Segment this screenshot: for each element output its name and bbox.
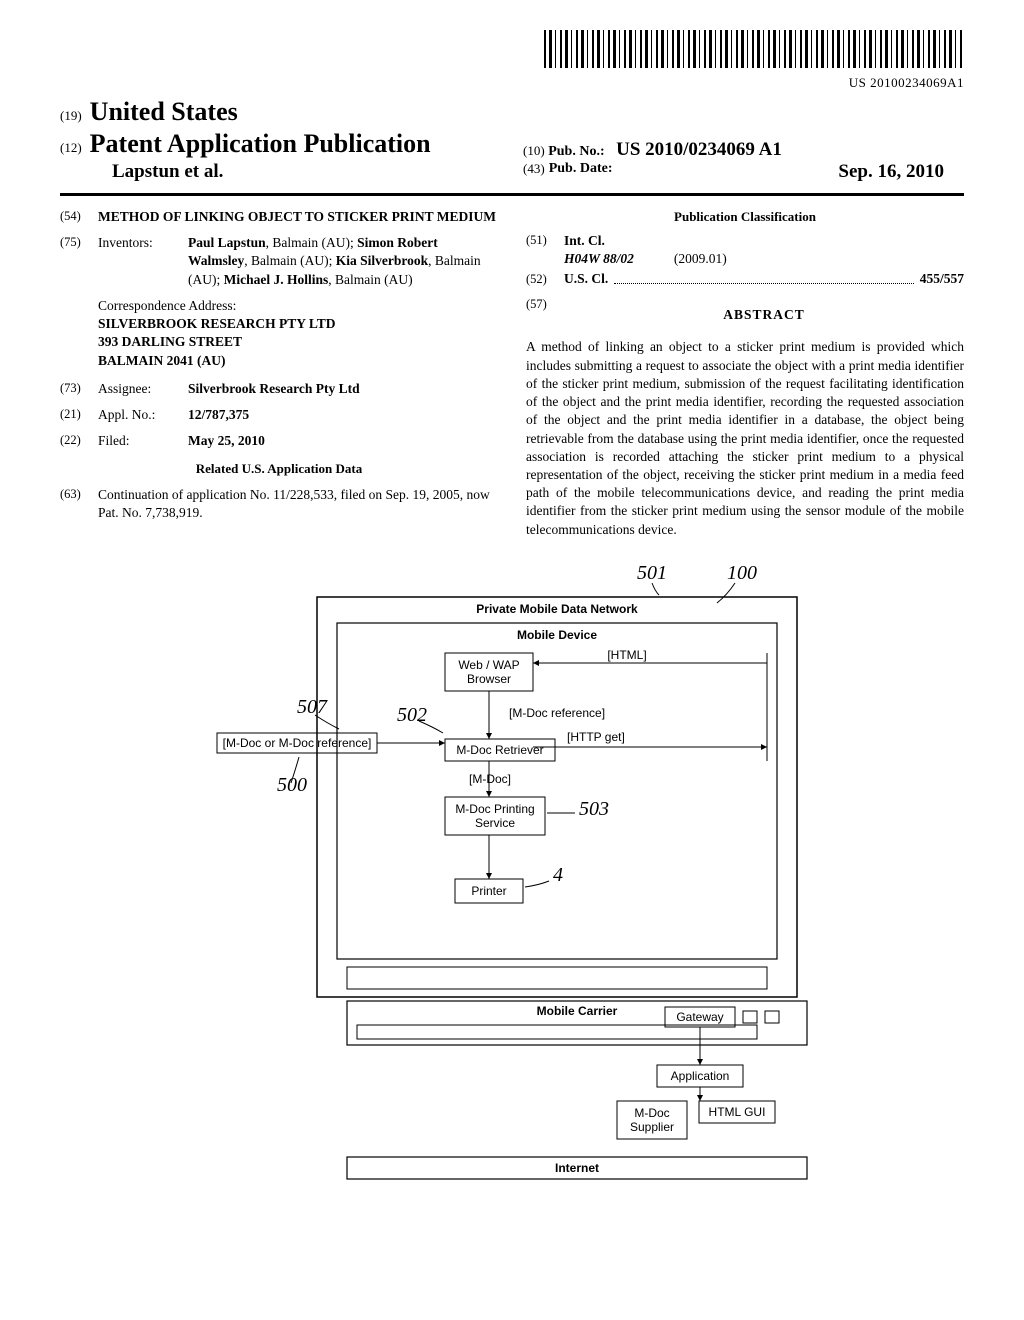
code-43: (43)	[523, 161, 545, 183]
right-column: Publication Classification (51) Int. Cl.…	[526, 208, 964, 539]
uscl-code: (52)	[526, 271, 564, 288]
intcl-label: Int. Cl.	[564, 232, 964, 250]
appl-code: (21)	[60, 406, 98, 424]
private-network-label: Private Mobile Data Network	[476, 602, 638, 616]
pubdate-label: Pub. Date:	[549, 161, 613, 183]
web-browser-l1: Web / WAP	[458, 658, 519, 672]
related-data-title: Related U.S. Application Data	[60, 460, 498, 478]
title-code: (54)	[60, 208, 98, 226]
assignee-label: Assignee:	[98, 380, 188, 398]
web-browser-l2: Browser	[467, 672, 511, 686]
left-column: (54) METHOD OF LINKING OBJECT TO STICKER…	[60, 208, 498, 539]
intcl-class: H04W 88/02	[564, 250, 634, 268]
printer-label: Printer	[471, 884, 506, 898]
code-12: (12)	[60, 140, 82, 155]
continuation-text: Continuation of application No. 11/228,5…	[98, 486, 498, 522]
mdoc-supplier-l2: Supplier	[630, 1120, 674, 1134]
mdoc-label: [M-Doc]	[469, 772, 511, 786]
filed-code: (22)	[60, 432, 98, 450]
uscl-label: U.S. Cl.	[564, 270, 608, 288]
correspondence-label: Correspondence Address:	[98, 297, 498, 315]
pubno-value: US 2010/0234069 A1	[616, 139, 782, 160]
code-19: (19)	[60, 108, 82, 123]
authors-line: Lapstun et al.	[112, 161, 523, 183]
correspondence-street: 393 DARLING STREET	[98, 333, 498, 351]
invention-title: METHOD OF LINKING OBJECT TO STICKER PRIN…	[98, 208, 498, 226]
gateway-label: Gateway	[676, 1010, 723, 1024]
uscl-value: 455/557	[920, 270, 964, 288]
barcode-region: US 20100234069A1	[60, 30, 964, 91]
assignee-value: Silverbrook Research Pty Ltd	[188, 380, 498, 398]
appl-number: 12/787,375	[188, 406, 498, 424]
abstract-code: (57)	[526, 296, 564, 330]
mdoc-retriever-label: M-Doc Retriever	[456, 743, 543, 757]
country: United States	[90, 97, 238, 126]
ref-100: 100	[727, 562, 757, 584]
html-gui-label: HTML GUI	[709, 1105, 766, 1119]
mdoc-printing-l1: M-Doc Printing	[455, 802, 534, 816]
mdoc-or-ref-label: [M-Doc or M-Doc reference]	[223, 736, 372, 750]
ref-501: 501	[637, 562, 667, 584]
intcl-date: (2009.01)	[674, 250, 727, 268]
header: (19) United States (12) Patent Applicati…	[60, 97, 964, 183]
ref-507: 507	[297, 696, 328, 718]
pubclass-title: Publication Classification	[526, 208, 964, 226]
inventors-code: (75)	[60, 234, 98, 289]
ref-503: 503	[579, 798, 609, 820]
ref-500: 500	[277, 774, 307, 796]
appl-label: Appl. No.:	[98, 406, 188, 424]
filed-label: Filed:	[98, 432, 188, 450]
internet-label: Internet	[555, 1161, 599, 1175]
http-get-label: [HTTP get]	[567, 730, 625, 744]
application-label: Application	[671, 1069, 730, 1083]
mobile-device-label: Mobile Device	[517, 628, 597, 642]
filed-date: May 25, 2010	[188, 432, 498, 450]
mdoc-supplier-l1: M-Doc	[634, 1106, 669, 1120]
code-10: (10)	[523, 143, 545, 158]
ref-4: 4	[553, 864, 563, 886]
uscl-dotfill	[614, 283, 913, 284]
barcode-text: US 20100234069A1	[60, 75, 964, 91]
assignee-code: (73)	[60, 380, 98, 398]
mdoc-ref-label: [M-Doc reference]	[509, 706, 605, 720]
mdoc-printing-l2: Service	[475, 816, 515, 830]
pubdate-value: Sep. 16, 2010	[838, 161, 964, 183]
correspondence-city: BALMAIN 2041 (AU)	[98, 352, 498, 370]
continuation-code: (63)	[60, 486, 98, 522]
abstract-title: ABSTRACT	[564, 306, 964, 324]
abstract-text: A method of linking an object to a stick…	[526, 338, 964, 538]
correspondence-name: SILVERBROOK RESEARCH PTY LTD	[98, 315, 498, 333]
inventors-label: Inventors:	[98, 234, 188, 289]
pubno-label: Pub. No.:	[548, 144, 604, 159]
figure-diagram: 501 100 Private Mobile Data Network Mobi…	[60, 561, 964, 1181]
mobile-carrier-label: Mobile Carrier	[537, 1004, 618, 1018]
publication-type: Patent Application Publication	[90, 129, 431, 158]
intcl-code: (51)	[526, 232, 564, 268]
barcode-graphic	[544, 30, 964, 68]
inventors-list: Paul Lapstun, Balmain (AU); Simon Robert…	[188, 234, 498, 289]
html-label: [HTML]	[607, 648, 646, 662]
header-rule	[60, 193, 964, 196]
